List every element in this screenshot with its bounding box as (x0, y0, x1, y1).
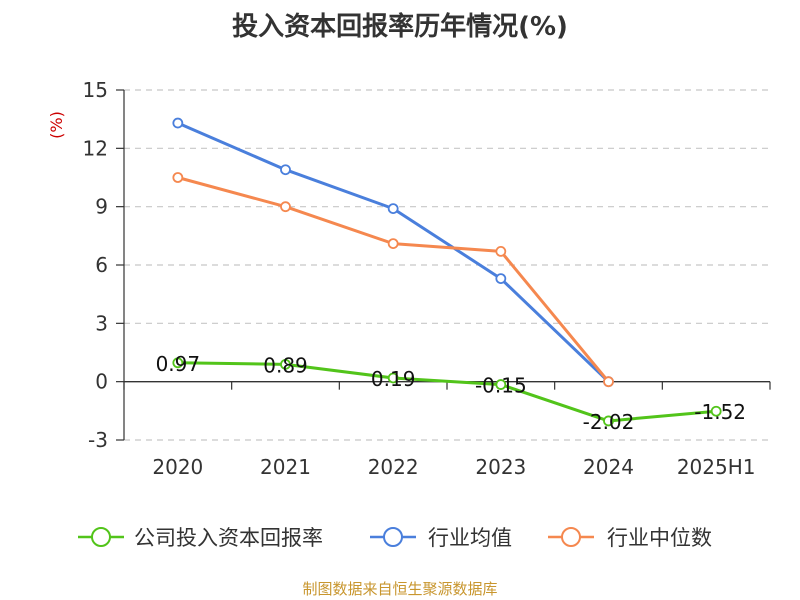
data-point (603, 415, 614, 427)
data-label: 0.97 (156, 352, 201, 376)
x-tick-label: 2025H1 (677, 455, 756, 479)
x-tick-label: 2021 (260, 455, 311, 479)
data-label: -2.02 (583, 410, 635, 434)
legend-swatch-marker (91, 527, 111, 547)
legend-swatch-marker (383, 527, 403, 547)
data-point (387, 238, 399, 250)
legend-label: 行业中位数 (607, 526, 712, 550)
y-axis-unit-label: (%) (47, 111, 66, 139)
data-point (495, 245, 507, 257)
data-point (280, 201, 291, 213)
series-line (177, 121, 610, 383)
data-point (172, 172, 184, 183)
data-label: 0.89 (263, 353, 308, 377)
x-tick-label: 2023 (475, 455, 526, 479)
data-label: -0.15 (475, 374, 527, 398)
y-tick-label: 6 (95, 253, 108, 277)
legend-swatch-marker (561, 527, 581, 547)
y-tick-label: 12 (83, 136, 108, 160)
data-point (172, 357, 184, 369)
y-tick-label: 3 (95, 311, 108, 335)
source-note: 制图数据来自恒生聚源数据库 (302, 580, 498, 598)
data-point (603, 376, 614, 388)
data-label: -1.52 (694, 400, 746, 424)
data-point (387, 372, 399, 384)
data-point (710, 405, 722, 417)
x-tick-label: 2020 (152, 455, 203, 479)
legend-label: 行业均值 (428, 526, 512, 550)
data-point (280, 358, 291, 370)
y-tick-label: -3 (88, 428, 108, 452)
data-point (495, 379, 507, 390)
data-point (495, 273, 507, 285)
legend-label: 公司投入资本回报率 (134, 526, 323, 550)
y-tick-label: 9 (95, 195, 108, 219)
x-tick-label: 2024 (583, 455, 634, 479)
y-tick-label: 0 (95, 370, 108, 394)
chart-title: 投入资本回报率历年情况(%) (232, 12, 568, 42)
data-point (172, 117, 184, 129)
x-tick-label: 2022 (368, 455, 419, 479)
y-tick-label: 15 (83, 78, 108, 102)
series-line (177, 361, 717, 423)
data-point (387, 203, 399, 215)
data-label: 0.19 (371, 367, 416, 391)
data-point (280, 164, 291, 176)
